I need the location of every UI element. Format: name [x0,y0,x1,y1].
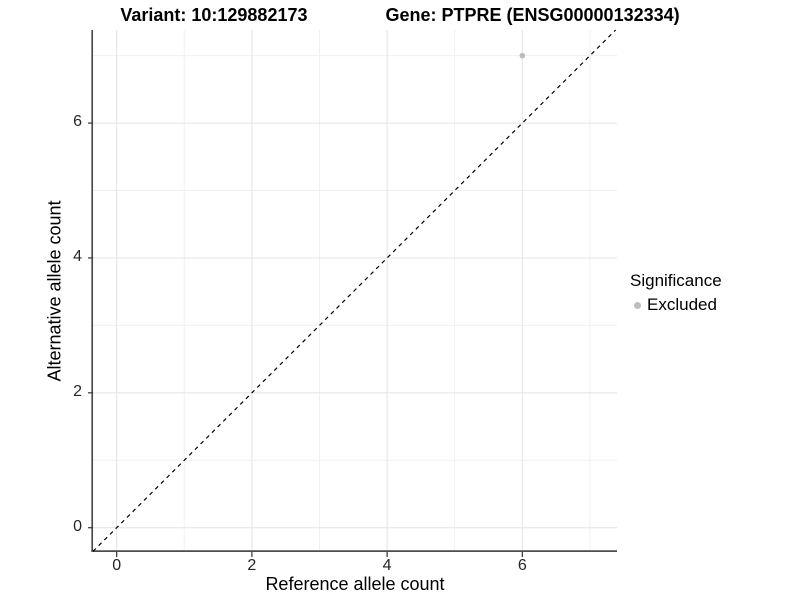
identity-dashed-line [92,29,617,552]
plot-title-variant: Variant: 10:129882173 [120,5,308,25]
plot-title: Variant: 10:129882173 Gene: PTPRE (ENSG0… [0,5,800,26]
legend-item-excluded: Excluded [630,295,722,315]
data-point-excluded [519,52,526,59]
legend-title: Significance [630,271,722,290]
y-tick-label: 6 [73,113,82,131]
y-tick-label: 4 [73,247,82,265]
legend-point-icon [634,301,641,309]
y-tick-label: 0 [73,517,82,535]
y-axis-title: Alternative allele count [44,200,65,382]
plot-title-gene: Gene: PTPRE (ENSG00000132334) [385,5,680,25]
x-tick-label: 6 [517,557,527,574]
x-tick-label: 2 [247,557,257,574]
legend: Significance Excluded [630,271,722,315]
y-tick-label: 2 [73,382,82,400]
x-tick-label: 0 [112,557,122,574]
legend-item-label: Excluded [647,295,717,314]
x-axis-title: Reference allele count [265,574,445,594]
x-tick-label: 4 [382,557,392,574]
